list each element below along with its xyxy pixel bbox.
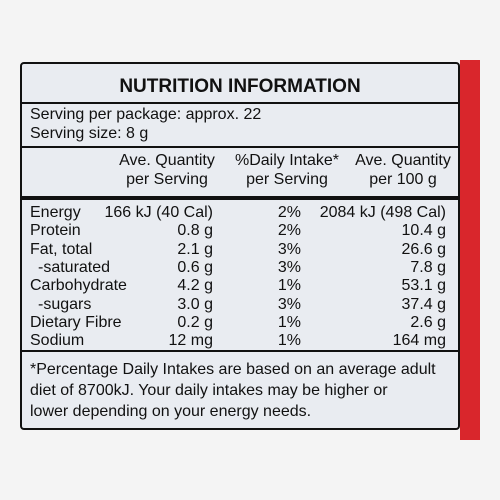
nutrient-name: Fat, total: [30, 240, 93, 258]
serving-per-package: Serving per package: approx. 22: [30, 106, 262, 123]
per-serving: 166 kJ (40 Cal): [104, 204, 214, 221]
panel-title: NUTRITION INFORMATION: [119, 76, 361, 97]
per-serving: 3.0 g: [177, 295, 213, 313]
nutrient-name: Dietary Fibre: [30, 313, 122, 331]
per-100g: 26.6 g: [401, 240, 446, 258]
rule: [22, 102, 458, 104]
column-header: %Daily Intake*: [234, 152, 340, 169]
footnote: lower depending on your energy needs.: [30, 403, 312, 420]
nutrient-name: Energy: [30, 204, 81, 221]
column-header: Ave. Quantity: [355, 152, 451, 169]
nutrient-name: -saturated: [38, 258, 111, 276]
package-edge: [460, 60, 480, 440]
nutrition-panel: NUTRITION INFORMATION Serving per packag…: [20, 62, 460, 430]
per-100g: 10.4 g: [401, 222, 446, 240]
per-100g: 37.4 g: [401, 295, 446, 313]
nutrient-name: Protein: [30, 222, 81, 240]
nutrient-name: Sodium: [30, 332, 85, 350]
per-100g: 2.6 g: [410, 313, 446, 331]
column-header: per 100 g: [369, 171, 437, 188]
rule: [22, 146, 458, 148]
column-header: per Serving: [126, 171, 208, 188]
per-serving: 0.8 g: [177, 222, 213, 240]
serving-size: Serving size: 8 g: [30, 125, 149, 142]
nutrient-name: -sugars: [38, 295, 92, 313]
per-serving: 0.2 g: [177, 313, 213, 331]
column-header: Ave. Quantity: [119, 152, 215, 169]
per-100g: 164 mg: [392, 332, 446, 350]
daily-intake: 2%: [277, 222, 301, 240]
per-serving: 12 mg: [168, 332, 213, 350]
rule: [22, 196, 458, 200]
daily-intake: 3%: [277, 240, 301, 258]
per-serving: 4.2 g: [177, 277, 213, 295]
per-100g: 7.8 g: [410, 258, 446, 276]
column-header: per Serving: [246, 171, 328, 188]
daily-intake: 1%: [277, 277, 301, 295]
per-100g: 53.1 g: [401, 277, 446, 295]
per-serving: 0.6 g: [177, 258, 213, 276]
footnote: diet of 8700kJ. Your daily intakes may b…: [30, 382, 388, 399]
daily-intake: 3%: [277, 295, 301, 313]
daily-intake: 1%: [277, 313, 301, 331]
daily-intake: 3%: [277, 258, 301, 276]
rule: [22, 350, 458, 352]
nutrient-name: Carbohydrate: [30, 277, 127, 295]
per-serving: 2.1 g: [177, 240, 213, 258]
daily-intake: 2%: [277, 204, 301, 221]
per-100g: 2084 kJ (498 Cal): [319, 204, 446, 221]
footnote: *Percentage Daily Intakes are based on a…: [30, 361, 436, 378]
daily-intake: 1%: [277, 332, 301, 350]
